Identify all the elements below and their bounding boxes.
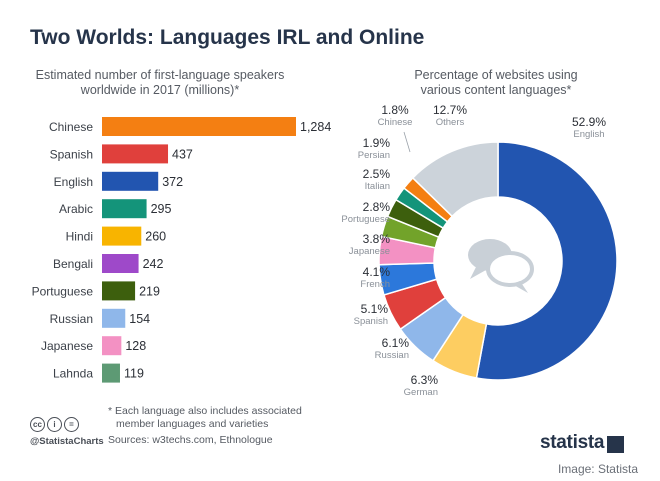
donut-slice: [475, 141, 618, 381]
donut-category-label: Spanish: [354, 316, 388, 327]
donut-category-label: Japanese: [349, 246, 390, 257]
creative-commons-icon: cc: [30, 417, 45, 432]
bar: [102, 363, 120, 383]
bar: [102, 308, 126, 328]
bar-category-label: Japanese: [41, 339, 93, 353]
speech-bubbles-icon: [468, 239, 534, 293]
no-derivatives-icon: =: [64, 417, 79, 432]
license-icons: cc i =: [30, 417, 79, 432]
attribution-icon: i: [47, 417, 62, 432]
donut-category-label: Chinese: [378, 117, 413, 128]
donut-slice: [411, 141, 499, 218]
bar-category-label: Chinese: [49, 120, 93, 134]
donut-category-label: English: [573, 129, 604, 140]
donut-value-label: 6.3%: [411, 373, 439, 387]
bar: [102, 336, 122, 356]
bar: [102, 144, 169, 164]
bar: [102, 117, 296, 136]
donut-chart-subtitle: Percentage of websites using various con…: [398, 68, 594, 98]
donut-category-label: Italian: [365, 181, 390, 192]
bar: [102, 226, 142, 246]
bar-subtitle-line-2: worldwide in 2017 (millions)*: [80, 83, 240, 97]
statista-logo-text: statista: [540, 432, 605, 453]
chart-title: Two Worlds: Languages IRL and Online: [30, 26, 425, 49]
bar-value-label: 128: [125, 339, 146, 353]
donut-value-label: 3.8%: [363, 232, 391, 246]
bar: [102, 254, 139, 273]
bar-value-label: 154: [129, 312, 150, 326]
bar-value-label: 219: [139, 284, 160, 298]
speech-bubble-front-tail: [512, 281, 528, 293]
speech-bubble-back-tail: [470, 267, 486, 279]
bar-value-label: 295: [151, 202, 172, 216]
bar: [102, 171, 159, 191]
donut-value-label: 5.1%: [361, 302, 389, 316]
bar-value-label: 372: [162, 175, 183, 189]
bar-category-label: Portuguese: [32, 284, 94, 298]
donut-category-label: Persian: [358, 150, 390, 161]
donut-chart: 52.9%English 6.3%German 6.1%Russian 5.1%Spa…: [341, 103, 618, 398]
bar-category-label: Russian: [50, 312, 93, 326]
bar-value-label: 437: [172, 147, 193, 161]
donut-value-label: 2.5%: [363, 167, 391, 181]
footnote: * Each language also includes associated…: [108, 405, 302, 430]
bar-category-label: Arabic: [59, 202, 93, 216]
donut-subtitle-line-2: various content languages*: [420, 83, 572, 97]
sources: Sources: w3techs.com, Ethnologue: [108, 434, 273, 446]
bar-category-label: English: [54, 175, 93, 189]
speech-bubble-front: [486, 251, 534, 287]
bar-value-label: 1,284: [300, 120, 331, 134]
bar-chart-subtitle: Estimated number of first-language speak…: [22, 68, 298, 98]
donut-value-label: 2.8%: [363, 200, 391, 214]
donut-subtitle-line-1: Percentage of websites using: [414, 68, 578, 82]
donut-value-label: 12.7%: [433, 103, 467, 117]
bar-value-label: 119: [124, 367, 144, 381]
donut-category-label: Portuguese: [341, 214, 390, 225]
donut-category-label: German: [404, 387, 438, 398]
donut-value-label: 6.1%: [382, 336, 410, 350]
footnote-line-1: * Each language also includes associated: [108, 405, 302, 417]
bar-chart: Chinese 1,284 Spanish 437 English 372 Arabic 29…: [32, 117, 331, 383]
bar-value-label: 242: [143, 257, 164, 271]
bar-category-label: Lahnda: [53, 367, 93, 381]
bar: [102, 199, 147, 219]
donut-value-label: 1.8%: [381, 103, 409, 117]
bar-category-label: Spanish: [50, 147, 93, 161]
footnote-line-2: member languages and varieties: [116, 417, 269, 430]
bar-category-label: Bengali: [53, 257, 93, 271]
bar-subtitle-line-1: Estimated number of first-language speak…: [35, 68, 285, 82]
image-credit: Image: Statista: [557, 462, 638, 476]
donut-value-label: 1.9%: [363, 136, 391, 150]
donut-value-label: 52.9%: [572, 115, 606, 129]
donut-category-label: Others: [436, 117, 465, 128]
statista-logo-mark: [607, 435, 625, 453]
donut-value-label: 4.1%: [363, 265, 391, 279]
donut-category-label: French: [360, 279, 390, 290]
infographic-card: Two Worlds: Languages IRL and Online Est…: [14, 14, 632, 455]
statista-logo: statista: [540, 432, 625, 454]
bar-value-label: 260: [145, 230, 166, 244]
bar: [102, 281, 136, 301]
donut-leader-line: [403, 131, 411, 153]
statista-handle: @StatistaCharts: [30, 436, 104, 447]
donut-category-label: Russian: [375, 350, 409, 361]
bar-category-label: Hindi: [66, 230, 93, 244]
